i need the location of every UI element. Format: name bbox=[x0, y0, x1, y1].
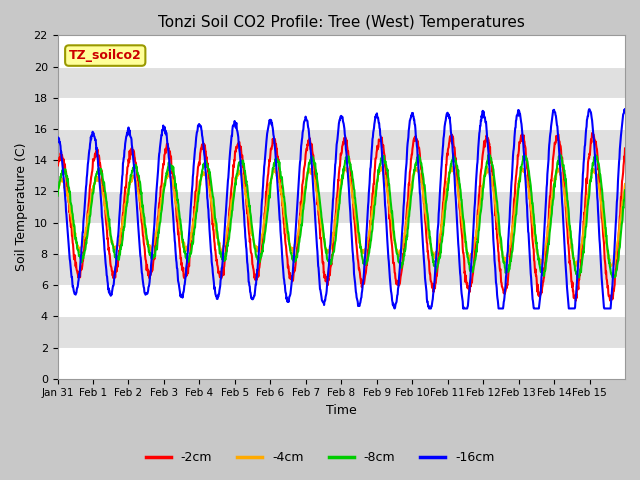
Bar bbox=[58, 98, 625, 129]
X-axis label: Time: Time bbox=[326, 404, 356, 417]
Text: TZ_soilco2: TZ_soilco2 bbox=[69, 49, 141, 62]
Title: Tonzi Soil CO2 Profile: Tree (West) Temperatures: Tonzi Soil CO2 Profile: Tree (West) Temp… bbox=[158, 15, 525, 30]
Bar bbox=[58, 316, 625, 348]
Bar bbox=[58, 192, 625, 223]
Legend: -2cm, -4cm, -8cm, -16cm: -2cm, -4cm, -8cm, -16cm bbox=[141, 446, 499, 469]
Bar bbox=[58, 67, 625, 98]
Bar bbox=[58, 160, 625, 192]
Bar bbox=[58, 348, 625, 379]
Bar bbox=[58, 285, 625, 316]
Bar bbox=[58, 223, 625, 254]
Y-axis label: Soil Temperature (C): Soil Temperature (C) bbox=[15, 143, 28, 271]
Bar bbox=[58, 36, 625, 67]
Bar bbox=[58, 254, 625, 285]
Bar bbox=[58, 129, 625, 160]
